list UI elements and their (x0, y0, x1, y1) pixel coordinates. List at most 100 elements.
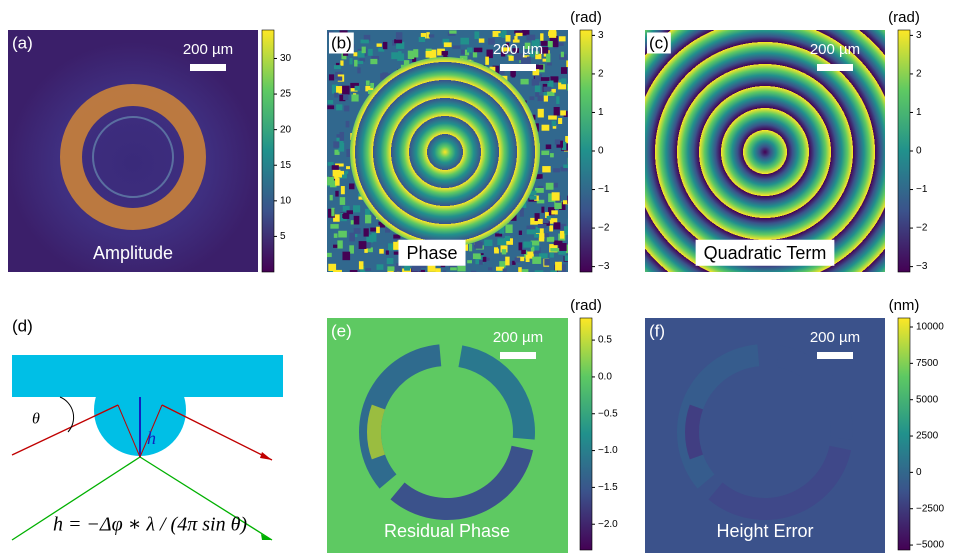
figure: (d) θ h h = −Δφ ∗ λ / (4π sin θ) (a) 200 … (0, 0, 954, 553)
colorbar-tick-label: −0.5 (598, 408, 618, 419)
caption: Phase (406, 243, 457, 263)
noise-pixel (419, 37, 425, 42)
noise-pixel (516, 33, 523, 36)
noise-pixel (556, 96, 559, 104)
colorbar-tick-label: 2 (916, 69, 922, 80)
noise-pixel (396, 32, 402, 39)
noise-pixel (443, 271, 446, 276)
colorbar (580, 30, 592, 272)
colorbar-tick-label: 3 (598, 30, 604, 41)
noise-pixel (563, 164, 568, 168)
noise-pixel (563, 200, 570, 204)
noise-pixel (353, 52, 357, 56)
noise-pixel (561, 67, 567, 74)
noise-pixel (340, 132, 344, 141)
panel-label: (f) (649, 321, 665, 340)
noise-pixel (351, 94, 358, 101)
noise-pixel (435, 268, 440, 274)
noise-pixel (467, 48, 472, 53)
noise-pixel (354, 216, 360, 225)
noise-pixel (546, 183, 554, 190)
panel-label: (a) (12, 33, 33, 52)
noise-pixel (499, 261, 505, 268)
noise-pixel (520, 79, 528, 85)
panel-label: (c) (649, 33, 669, 52)
colorbar-tick-label: 10000 (916, 322, 944, 333)
colorbar-tick-label: 25 (280, 89, 292, 100)
colorbar-tick-label: 20 (280, 124, 292, 135)
scale-label: 200 µm (810, 41, 860, 58)
noise-pixel (370, 228, 376, 232)
noise-pixel (503, 269, 507, 275)
colorbar (580, 318, 592, 550)
noise-pixel (366, 81, 370, 86)
noise-pixel (408, 51, 414, 59)
caption: Height Error (716, 521, 813, 541)
noise-pixel (550, 248, 559, 252)
noise-pixel (549, 225, 553, 231)
noise-pixel (377, 43, 382, 46)
noise-pixel (452, 45, 460, 48)
noise-pixel (364, 271, 371, 276)
diagram: (d) θ h h = −Δφ ∗ λ / (4π sin θ) (12, 316, 283, 540)
noise-pixel (519, 231, 522, 235)
noise-pixel (502, 249, 507, 254)
noise-pixel (560, 231, 564, 239)
noise-pixel (568, 219, 573, 227)
phase-rings (350, 57, 540, 247)
noise-pixel (550, 252, 554, 257)
unit-label: (rad) (570, 9, 602, 26)
noise-pixel (359, 241, 367, 249)
noise-pixel (391, 272, 400, 280)
noise-pixel (558, 118, 562, 124)
noise-pixel (332, 165, 339, 170)
colorbar-tick-label: 5 (280, 231, 286, 242)
noise-pixel (460, 38, 469, 45)
scale-label: 200 µm (493, 41, 543, 58)
noise-pixel (365, 209, 370, 215)
noise-pixel (547, 62, 552, 65)
noise-pixel (558, 243, 566, 251)
noise-pixel (353, 205, 360, 212)
colorbar-tick-label: −1 (916, 184, 928, 195)
panel-label: (e) (331, 321, 352, 340)
noise-pixel (342, 86, 350, 95)
noise-pixel (376, 264, 383, 270)
noise-pixel (522, 269, 529, 276)
noise-pixel (550, 153, 554, 157)
noise-pixel (540, 33, 543, 40)
caption: Quadratic Term (704, 243, 827, 263)
noise-pixel (394, 252, 399, 255)
noise-pixel (429, 34, 434, 37)
noise-pixel (543, 87, 551, 92)
noise-pixel (553, 168, 560, 172)
colorbar-tick-label: 5000 (916, 394, 939, 405)
unit-label: (rad) (570, 297, 602, 314)
noise-pixel (362, 47, 366, 54)
noise-pixel (328, 162, 334, 166)
noise-pixel (394, 39, 402, 43)
colorbar (898, 318, 910, 550)
noise-pixel (532, 257, 541, 264)
noise-pixel (474, 48, 482, 53)
noise-pixel (535, 85, 541, 92)
colorbar-tick-label: 0 (598, 146, 604, 157)
noise-pixel (343, 94, 348, 100)
colorbar-tick-label: 2 (598, 69, 604, 80)
noise-pixel (479, 260, 483, 265)
noise-pixel (334, 272, 341, 276)
noise-pixel (548, 41, 553, 47)
noise-pixel (479, 38, 485, 42)
noise-pixel (340, 60, 343, 65)
noise-pixel (330, 195, 333, 200)
noise-pixel (338, 143, 344, 152)
noise-pixel (559, 36, 566, 41)
noise-pixel (334, 65, 341, 69)
noise-pixel (330, 224, 338, 229)
noise-pixel (450, 267, 457, 270)
noise-pixel (360, 40, 368, 44)
noise-pixel (554, 222, 561, 229)
noise-pixel (397, 53, 404, 61)
noise-pixel (331, 208, 334, 217)
noise-pixel (426, 51, 435, 58)
